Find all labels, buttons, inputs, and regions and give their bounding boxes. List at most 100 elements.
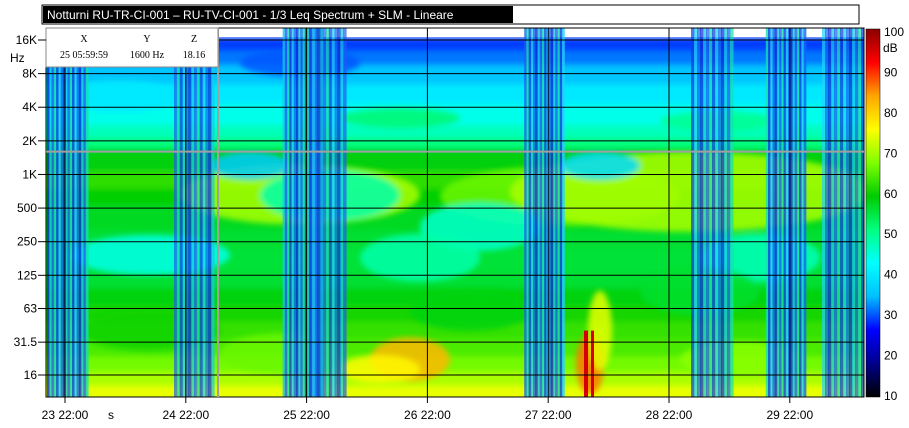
gap-stripe: [76, 28, 80, 397]
gap-stripe: [298, 28, 301, 397]
readout-header-z: Z: [191, 34, 197, 45]
gap-stripe: [803, 28, 807, 397]
gap-stripe: [85, 28, 89, 397]
gap-stripe: [185, 28, 189, 397]
gap-stripe: [78, 28, 82, 397]
gap-stripe: [176, 28, 181, 397]
gap-stripe: [53, 28, 57, 397]
gap-stripe: [772, 28, 776, 397]
gap-stripe: [539, 28, 543, 397]
heatmap-patch: [60, 80, 180, 113]
gap-stripe: [727, 28, 731, 397]
x-tick-label: 26 22:00: [404, 408, 451, 422]
readout-value-z: 18.16: [183, 50, 206, 61]
gap-stripe: [81, 28, 85, 397]
gap-stripe: [846, 28, 850, 397]
gap-stripe: [544, 28, 548, 397]
heatmap-patch: [410, 290, 530, 331]
gap-stripe: [293, 28, 297, 397]
x-axis-unit: s: [108, 408, 114, 422]
gap-stripe: [188, 28, 192, 397]
gap-stripe: [211, 28, 215, 397]
gap-stripe: [843, 28, 847, 397]
gap-stripe-group: [691, 28, 734, 397]
gap-stripes: [47, 28, 864, 397]
gap-stripe: [535, 28, 539, 397]
colorbar-ticks: 100 90 80 70 60 50 40 30 20 10: [884, 25, 904, 403]
y-axis-ticks: 16K 8K 4K 2K 1K 500 250 125 63 31.5 16: [14, 33, 46, 382]
gap-stripe: [770, 28, 774, 397]
gap-stripe: [314, 28, 319, 397]
gap-stripe: [849, 28, 853, 397]
readout-value-x: 25 05:59:59: [60, 50, 108, 61]
gap-stripe: [837, 28, 841, 397]
heatmap-area: [46, 28, 864, 397]
x-axis-ticks: 23 22:00 24 22:00 25 22:00 26 22:00 27 22:00…: [42, 397, 813, 422]
gap-stripe: [724, 28, 728, 397]
gap-stripe: [790, 28, 794, 397]
gap-stripe: [72, 28, 75, 397]
gap-stripe: [205, 28, 209, 397]
gap-stripe: [533, 28, 536, 397]
gap-stripe: [282, 28, 286, 397]
gap-stripe: [792, 28, 796, 397]
x-tick-label: 25 22:00: [283, 408, 330, 422]
gap-stripe: [62, 28, 66, 397]
y-tick-label: 250: [17, 235, 37, 249]
heatmap-patch: [340, 108, 460, 129]
colorbar-tick-label: 40: [884, 268, 898, 282]
y-tick-label: 1K: [22, 167, 37, 181]
gap-stripe: [541, 28, 545, 397]
gap-stripe: [331, 28, 336, 397]
gap-stripe: [712, 28, 716, 397]
gap-stripe: [295, 28, 299, 397]
heatmap-patch: [360, 233, 480, 282]
colorbar-tick-label: 20: [884, 349, 898, 363]
colorbar-tick-label: 70: [884, 146, 898, 160]
gap-stripe: [49, 28, 53, 397]
gap-stripe: [69, 28, 73, 397]
gap-stripe: [548, 28, 552, 397]
gap-stripe: [328, 28, 333, 397]
gap-stripe: [191, 28, 195, 397]
gap-stripe: [194, 28, 198, 397]
gap-stripe: [199, 28, 204, 397]
x-tick-label: 23 22:00: [42, 408, 89, 422]
grid-lines: [46, 28, 864, 397]
gap-stripe: [306, 28, 310, 397]
colorbar-tick-label: 50: [884, 227, 898, 241]
chart-title: Notturni RU-TR-CI-001 – RU-TV-CI-001 - 1…: [47, 8, 454, 22]
gap-stripe: [302, 28, 306, 397]
gap-stripe: [334, 28, 339, 397]
gap-stripe: [182, 28, 187, 397]
y-tick-label: 125: [17, 268, 37, 282]
gap-stripe: [781, 28, 785, 397]
gap-stripe: [840, 28, 844, 397]
gap-stripe: [709, 28, 713, 397]
gap-stripe: [320, 28, 324, 397]
gap-stripe: [555, 28, 559, 397]
gap-stripe: [174, 28, 178, 397]
gap-stripe: [721, 28, 725, 397]
gap-stripe: [51, 28, 55, 397]
plot-frame: [45, 27, 865, 398]
gap-stripe: [700, 28, 704, 397]
gap-stripe: [179, 28, 184, 397]
readout-value-y: 1600 Hz: [130, 50, 165, 61]
title-background: [43, 6, 513, 23]
gap-stripe: [74, 28, 78, 397]
gap-stripe-group: [174, 28, 215, 397]
gap-stripe: [831, 28, 835, 397]
gap-stripe: [287, 28, 290, 397]
gap-stripe-group: [306, 28, 347, 397]
y-tick-label: 4K: [22, 100, 37, 114]
gap-stripe: [799, 28, 802, 397]
gap-stripe-group: [822, 28, 864, 397]
gap-stripe: [834, 28, 838, 397]
gap-stripe: [524, 28, 528, 397]
gap-stripe: [557, 28, 561, 397]
gap-stripe: [83, 28, 87, 397]
gap-stripe: [765, 28, 769, 397]
gap-stripe: [828, 28, 832, 397]
